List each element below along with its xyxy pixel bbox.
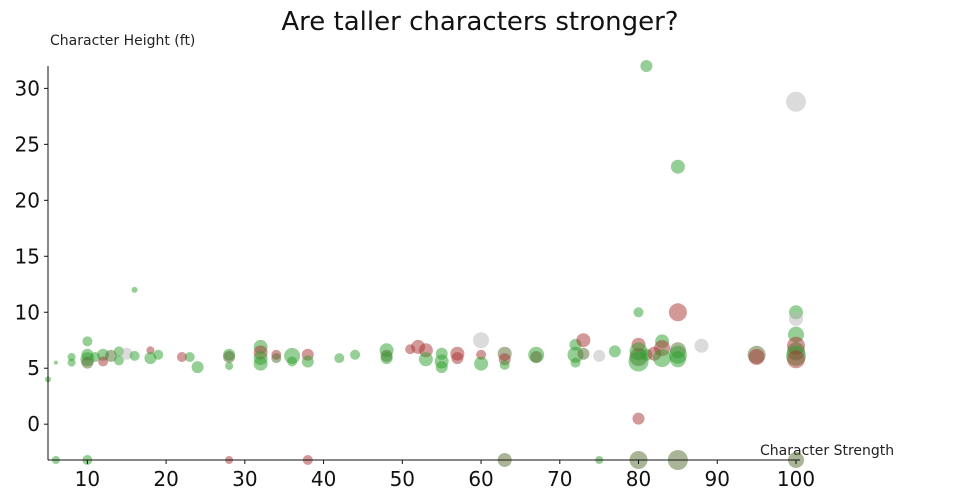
data-point [146,346,155,355]
y-tick-label: 20 [15,188,40,212]
data-point [153,349,164,360]
data-point [113,355,124,366]
data-point [694,338,709,353]
y-tick-label: 30 [15,76,40,100]
data-point [334,353,345,364]
data-point [530,351,543,363]
y-tick-label: 10 [15,300,40,324]
x-tick-label: 70 [547,467,572,491]
data-point [593,349,606,362]
data-point [253,356,268,371]
data-point [350,349,361,360]
data-point [570,357,581,368]
y-axis-label: Character Height (ft) [50,33,195,49]
data-point [640,60,653,72]
y-tick-label: 15 [15,244,40,268]
y-tick-label: 0 [27,412,40,436]
x-tick-label: 80 [626,467,651,491]
data-point [787,350,805,369]
chart-title: Are taller characters stronger? [281,7,678,37]
data-point [301,355,314,368]
data-point [287,356,298,367]
data-point [131,286,138,293]
data-point [669,351,686,368]
data-point [473,332,490,349]
data-point [633,307,644,318]
data-point [418,352,433,367]
x-tick-label: 50 [390,467,415,491]
data-point [105,349,117,362]
data-point [380,352,393,365]
data-point [435,361,448,374]
data-point [577,347,590,360]
x-tick-label: 100 [777,467,815,491]
data-point [184,352,195,362]
data-point [81,356,94,369]
x-axis-ticks: 10 20 30 40 50 60 70 80 90 100 [75,460,815,491]
y-tick-label: 5 [27,356,40,380]
data-point [608,345,621,358]
y-axis-ticks: 0 5 10 15 20 25 30 [15,76,48,436]
data-points [45,60,806,470]
data-point [451,352,464,365]
data-point [748,349,765,365]
x-tick-label: 40 [311,467,336,491]
x-tick-label: 10 [75,467,100,491]
data-point [670,159,685,174]
x-tick-label: 60 [468,467,493,491]
data-point [191,361,204,374]
data-point [67,353,76,361]
data-point [176,352,187,362]
data-point [786,91,806,112]
x-tick-label: 20 [153,467,178,491]
x-tick-label: 30 [232,467,257,491]
data-point [53,360,58,365]
data-point [653,349,672,368]
data-point [499,359,510,370]
x-tick-label: 90 [705,467,730,491]
data-point [98,356,109,367]
data-point [668,303,687,322]
data-point [225,362,234,370]
data-point [67,358,76,367]
data-point [474,356,489,371]
data-point [632,412,645,425]
x-axis-label: Character Strength [760,443,894,459]
data-point [576,333,591,348]
y-tick-label: 25 [15,132,40,156]
data-point [129,350,140,361]
data-point [271,353,282,364]
data-point [223,351,236,363]
data-point [82,336,93,347]
data-point [789,312,803,326]
